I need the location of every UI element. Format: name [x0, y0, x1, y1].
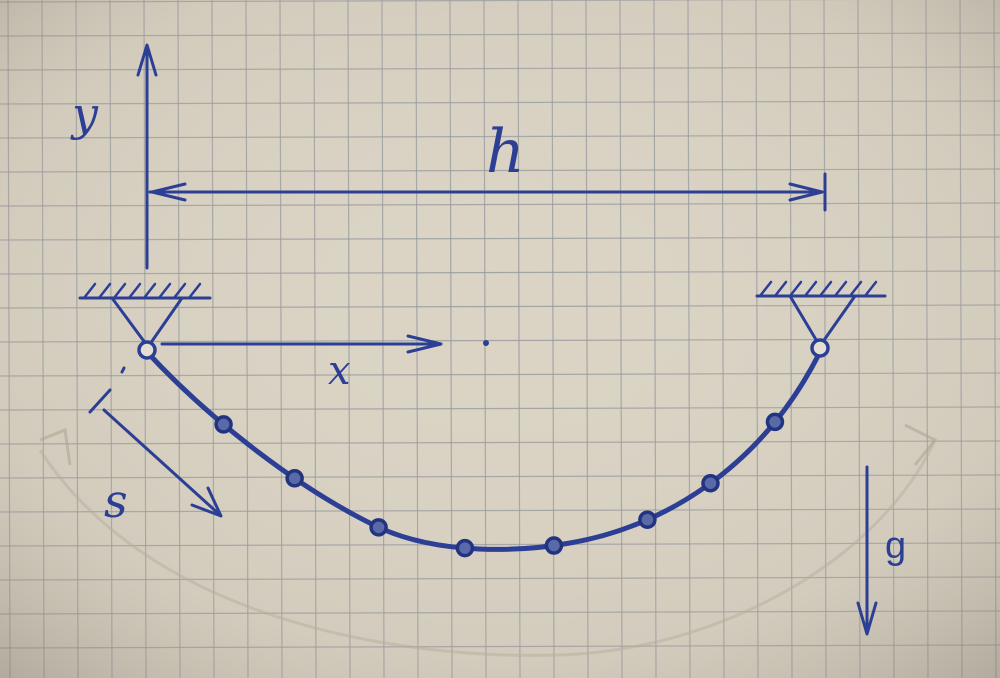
- span-arrowhead-right: [788, 182, 824, 202]
- support-hatch-line: [112, 282, 127, 300]
- support-hatch-line: [187, 282, 202, 300]
- right-support: [755, 280, 887, 345]
- chain-bead: [544, 536, 564, 555]
- span-label: h: [486, 117, 525, 187]
- right-pivot: [810, 338, 830, 358]
- background-shadow-corner-right: [904, 423, 938, 466]
- support-hatch-line: [758, 280, 773, 298]
- chain-bead: [701, 473, 720, 493]
- background-shadow-corner-left: [39, 427, 72, 466]
- chain-bead: [455, 538, 475, 558]
- chain-bead: [214, 415, 233, 434]
- background-shadow-line: [38, 439, 937, 657]
- gravity-arrowhead: [856, 601, 878, 636]
- support-hatch-line: [788, 280, 803, 298]
- support-hatch-line: [803, 280, 818, 298]
- support-hatch-line: [142, 282, 157, 300]
- chain-bead: [638, 510, 657, 529]
- support-hatch-line: [172, 282, 187, 300]
- support-hatch-line: [127, 282, 142, 300]
- support-hatch-line: [82, 282, 97, 300]
- arc-length-arrowhead: [190, 486, 223, 518]
- support-hatch-line: [97, 282, 112, 300]
- y-axis-label: y: [70, 87, 99, 141]
- left-pivot: [137, 340, 157, 360]
- x-axis-arrowhead: [406, 334, 443, 354]
- support-hatch-line: [818, 280, 833, 298]
- span-arrowhead-left: [150, 182, 187, 202]
- support-hatch-line: [773, 280, 788, 298]
- gravity-label: g: [885, 525, 906, 567]
- arc-length-tick: [88, 388, 112, 414]
- chain-bead: [765, 412, 785, 432]
- support-hatch-line: [863, 280, 878, 298]
- chain-beads: [214, 412, 785, 558]
- support-hatch-line: [848, 280, 863, 298]
- y-axis-arrowhead: [136, 43, 158, 77]
- support-hatch-line: [833, 280, 848, 298]
- midpoint-dot: [483, 340, 489, 346]
- x-axis-label: x: [328, 348, 351, 394]
- chain-bead: [285, 469, 304, 488]
- left-support: [78, 282, 212, 346]
- arc-length-arrow-line: [102, 408, 222, 517]
- chain-bead: [369, 518, 388, 537]
- arc-length-label: s: [104, 474, 128, 528]
- arc-length-tick-dot: [120, 366, 126, 374]
- support-hatch-line: [157, 282, 172, 300]
